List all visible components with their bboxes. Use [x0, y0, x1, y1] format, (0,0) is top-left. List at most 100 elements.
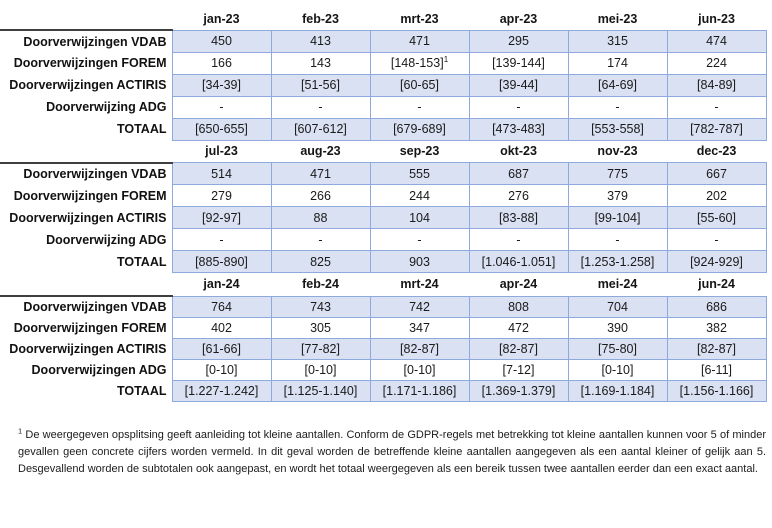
- value-cell: [51-56]: [270, 73, 371, 97]
- corner-cell: [0, 8, 172, 30]
- total-row: TOTAAL [650-655] [607-612] [679-689] [473-48…: [0, 117, 767, 141]
- value-cell: [1.156-1.166]: [666, 379, 767, 402]
- value-cell: 315: [567, 29, 668, 53]
- value-cell: 174: [567, 51, 668, 75]
- table-row: Doorverwijzingen FOREM 166 143 [148-153]1 [1…: [0, 51, 767, 75]
- value-cell: [553-558]: [567, 117, 668, 141]
- value-cell: [82-87]: [666, 337, 767, 360]
- value-cell: 295: [468, 29, 569, 53]
- month-header: jan-23: [172, 8, 271, 30]
- value-cell: 704: [567, 295, 668, 318]
- value-cell: 471: [270, 162, 371, 185]
- month-header-row: jan-24 feb-24 mrt-24 apr-24 mei-24 jun-24: [0, 273, 766, 296]
- month-header: apr-23: [469, 8, 568, 30]
- value-cell: 224: [666, 51, 767, 75]
- value-cell: 686: [666, 295, 767, 318]
- value-cell: [92-97]: [171, 206, 272, 229]
- value-cell: [0-10]: [567, 358, 668, 381]
- value-cell: 202: [666, 184, 767, 207]
- table-row: Doorverwijzingen VDAB 764 743 742 808 704 686: [0, 295, 767, 318]
- value-cell: [39-44]: [468, 73, 569, 97]
- value-cell: [148-153]1: [369, 51, 470, 75]
- value-cell: [0-10]: [270, 358, 371, 381]
- value-cell: 276: [468, 184, 569, 207]
- value-cell: [34-39]: [171, 73, 272, 97]
- month-header-row: jan-23 feb-23 mrt-23 apr-23 mei-23 jun-23: [0, 8, 766, 30]
- value-cell: 166: [171, 51, 272, 75]
- value-cell: 450: [171, 29, 272, 53]
- value-cell: 305: [270, 316, 371, 339]
- value-cell: -: [666, 95, 767, 119]
- value-cell: 474: [666, 29, 767, 53]
- value-cell: -: [468, 95, 569, 119]
- value-cell: [1.369-1.379]: [468, 379, 569, 402]
- value-cell: 555: [369, 162, 470, 185]
- table-row: Doorverwijzingen ACTIRIS [34-39] [51-56] [6…: [0, 73, 767, 97]
- value-cell: [885-890]: [171, 250, 272, 273]
- row-label: Doorverwijzingen ACTIRIS: [0, 74, 172, 96]
- row-label: Doorverwijzing ADG: [0, 96, 172, 118]
- value-cell: 266: [270, 184, 371, 207]
- value-cell: 471: [369, 29, 470, 53]
- value-cell: 390: [567, 316, 668, 339]
- table-row: Doorverwijzing ADG - - - - - -: [0, 228, 767, 251]
- table-row: Doorverwijzingen FOREM 279 266 244 276 379 202: [0, 184, 767, 207]
- value-cell: -: [369, 95, 470, 119]
- month-header: feb-23: [271, 8, 370, 30]
- row-label: Doorverwijzingen VDAB: [0, 161, 172, 185]
- month-header: okt-23: [469, 140, 568, 163]
- value-cell: -: [270, 228, 371, 251]
- value-cell: [1.125-1.140]: [270, 379, 371, 402]
- value-cell: [782-787]: [666, 117, 767, 141]
- footnote-marker: 1: [18, 425, 23, 435]
- value-cell: [75-80]: [567, 337, 668, 360]
- footnote: 1 De weergegeven opsplitsing geeft aanle…: [18, 427, 766, 478]
- value-cell: -: [666, 228, 767, 251]
- table-row: Doorverwijzingen FOREM 402 305 347 472 390 382: [0, 316, 767, 339]
- value-cell: 514: [171, 162, 272, 185]
- value-cell: [84-89]: [666, 73, 767, 97]
- row-label: Doorverwijzing ADG: [0, 228, 172, 251]
- value-cell: [6-11]: [666, 358, 767, 381]
- value-cell: [1.253-1.258]: [567, 250, 668, 273]
- value-cell: -: [270, 95, 371, 119]
- value-cell: 667: [666, 162, 767, 185]
- value-cell: 382: [666, 316, 767, 339]
- value-cell: [55-60]: [666, 206, 767, 229]
- row-label: TOTAAL: [0, 118, 172, 140]
- month-header: nov-23: [568, 140, 667, 163]
- value-cell: -: [468, 228, 569, 251]
- table-row: Doorverwijzingen ACTIRIS [92-97] 88 104 [83-…: [0, 206, 767, 229]
- value-cell: 104: [369, 206, 470, 229]
- month-header: aug-23: [271, 140, 370, 163]
- month-header: jul-23: [172, 140, 271, 163]
- value-cell: 743: [270, 295, 371, 318]
- month-header: apr-24: [469, 273, 568, 296]
- value-cell: [0-10]: [171, 358, 272, 381]
- value-cell: [607-612]: [270, 117, 371, 141]
- table-row: Doorverwijzing ADG - - - - - -: [0, 95, 767, 119]
- month-header: mei-24: [568, 273, 667, 296]
- referrals-table-2023-h2: jul-23 aug-23 sep-23 okt-23 nov-23 dec-23 Door…: [0, 140, 767, 273]
- value-cell: [1.227-1.242]: [171, 379, 272, 402]
- value-cell: 379: [567, 184, 668, 207]
- value-cell: 825: [270, 250, 371, 273]
- month-header: jan-24: [172, 273, 271, 296]
- value-cell: 143: [270, 51, 371, 75]
- corner-cell: [0, 273, 172, 296]
- value-cell: -: [369, 228, 470, 251]
- value-cell: 687: [468, 162, 569, 185]
- value-cell: [82-87]: [369, 337, 470, 360]
- value-cell: 808: [468, 295, 569, 318]
- value-cell: -: [567, 95, 668, 119]
- row-label: Doorverwijzingen ACTIRIS: [0, 338, 172, 359]
- value-cell: -: [171, 228, 272, 251]
- value-cell: 244: [369, 184, 470, 207]
- value-cell: -: [567, 228, 668, 251]
- value-cell: [924-929]: [666, 250, 767, 273]
- value-cell: [7-12]: [468, 358, 569, 381]
- month-header: dec-23: [667, 140, 766, 163]
- row-label: Doorverwijzingen FOREM: [0, 52, 172, 74]
- row-label: Doorverwijzingen ACTIRIS: [0, 206, 172, 229]
- value-cell: [679-689]: [369, 117, 470, 141]
